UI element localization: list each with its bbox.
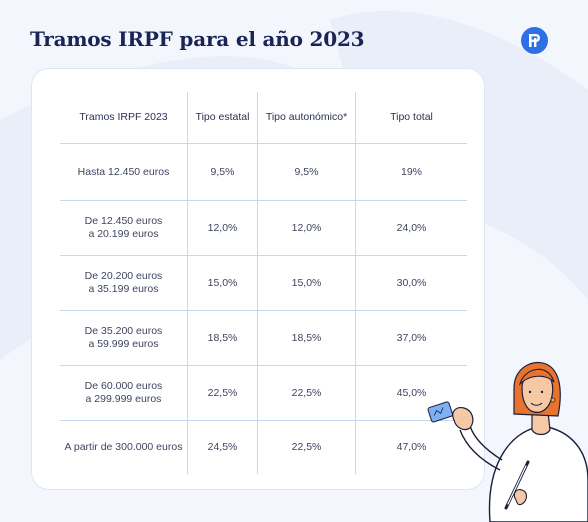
autonomico-cell: 12,0% (257, 201, 355, 255)
total-cell: 19% (355, 144, 467, 200)
header-total: Tipo total (355, 92, 467, 143)
estatal-cell: 12,0% (187, 201, 257, 255)
woman-holding-document-illustration (427, 361, 588, 522)
tramo-line: De 60.000 euros (84, 380, 163, 392)
brand-logo-icon (521, 27, 548, 54)
tramo-cell: A partir de 300.000 euros (60, 421, 187, 474)
tramo-cell: De 35.200 euros a 59.999 euros (60, 311, 187, 365)
estatal-cell: 24,5% (187, 421, 257, 474)
estatal-cell: 18,5% (187, 311, 257, 365)
tramo-cell: De 20.200 euros a 35.199 euros (60, 256, 187, 310)
total-cell: 30,0% (355, 256, 467, 310)
total-cell: 37,0% (355, 311, 467, 365)
tramo-line: a 35.199 euros (88, 283, 159, 295)
total-cell: 45,0% (355, 366, 467, 420)
tax-brackets-table: Tramos IRPF 2023 Tipo estatal Tipo auton… (60, 92, 467, 474)
table-row: A partir de 300.000 euros 24,5% 22,5% 47… (60, 421, 467, 474)
tramo-line: De 12.450 euros (84, 215, 163, 227)
tramo-line: Hasta 12.450 euros (77, 165, 170, 178)
autonomico-cell: 18,5% (257, 311, 355, 365)
tramo-cell: Hasta 12.450 euros (60, 144, 187, 200)
total-cell: 47,0% (355, 421, 467, 474)
autonomico-cell: 22,5% (257, 421, 355, 474)
tramo-line: De 35.200 euros (84, 325, 163, 337)
tramo-line: a 59.999 euros (88, 338, 159, 350)
estatal-cell: 9,5% (187, 144, 257, 200)
tax-brackets-card: Tramos IRPF 2023 Tipo estatal Tipo auton… (31, 68, 485, 490)
table-row: De 12.450 euros a 20.199 euros 12,0% 12,0… (60, 201, 467, 256)
table-header-row: Tramos IRPF 2023 Tipo estatal Tipo auton… (60, 92, 467, 144)
header-tramos: Tramos IRPF 2023 (79, 111, 168, 123)
page-title: Tramos IRPF para el año 2023 (30, 27, 365, 51)
tramo-line: a 20.199 euros (88, 228, 159, 240)
estatal-cell: 15,0% (187, 256, 257, 310)
tramo-line: a 299.999 euros (85, 393, 162, 405)
header-autonomico: Tipo autonómico* (257, 92, 355, 143)
table-row: De 60.000 euros a 299.999 euros 22,5% 22,… (60, 366, 467, 421)
autonomico-cell: 22,5% (257, 366, 355, 420)
autonomico-cell: 15,0% (257, 256, 355, 310)
estatal-cell: 22,5% (187, 366, 257, 420)
table-row: De 20.200 euros a 35.199 euros 15,0% 15,0… (60, 256, 467, 311)
tramo-line: A partir de 300.000 euros (64, 441, 183, 453)
header-estatal: Tipo estatal (187, 92, 257, 143)
tramo-cell: De 60.000 euros a 299.999 euros (60, 366, 187, 420)
table-row: Hasta 12.450 euros 9,5% 9,5% 19% (60, 144, 467, 201)
table-row: De 35.200 euros a 59.999 euros 18,5% 18,5… (60, 311, 467, 366)
autonomico-cell: 9,5% (257, 144, 355, 200)
tramo-cell: De 12.450 euros a 20.199 euros (60, 201, 187, 255)
tramo-line: De 20.200 euros (84, 270, 163, 282)
total-cell: 24,0% (355, 201, 467, 255)
